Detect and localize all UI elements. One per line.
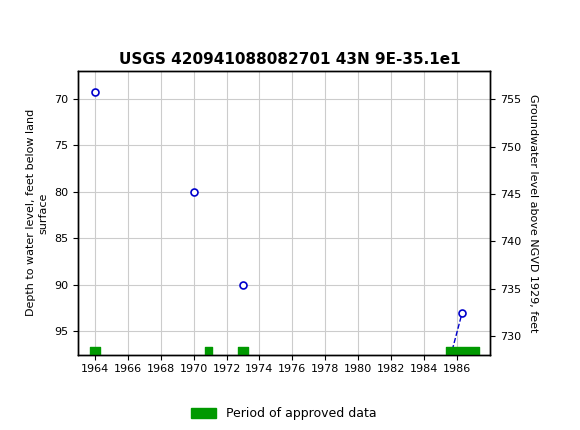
Y-axis label: Depth to water level, feet below land
surface: Depth to water level, feet below land su… [26, 109, 49, 316]
Legend: Period of approved data: Period of approved data [186, 402, 382, 425]
Text: ≡USGS: ≡USGS [3, 11, 74, 29]
Text: USGS 420941088082701 43N 9E-35.1e1: USGS 420941088082701 43N 9E-35.1e1 [119, 52, 461, 67]
Y-axis label: Groundwater level above NGVD 1929, feet: Groundwater level above NGVD 1929, feet [528, 94, 538, 332]
